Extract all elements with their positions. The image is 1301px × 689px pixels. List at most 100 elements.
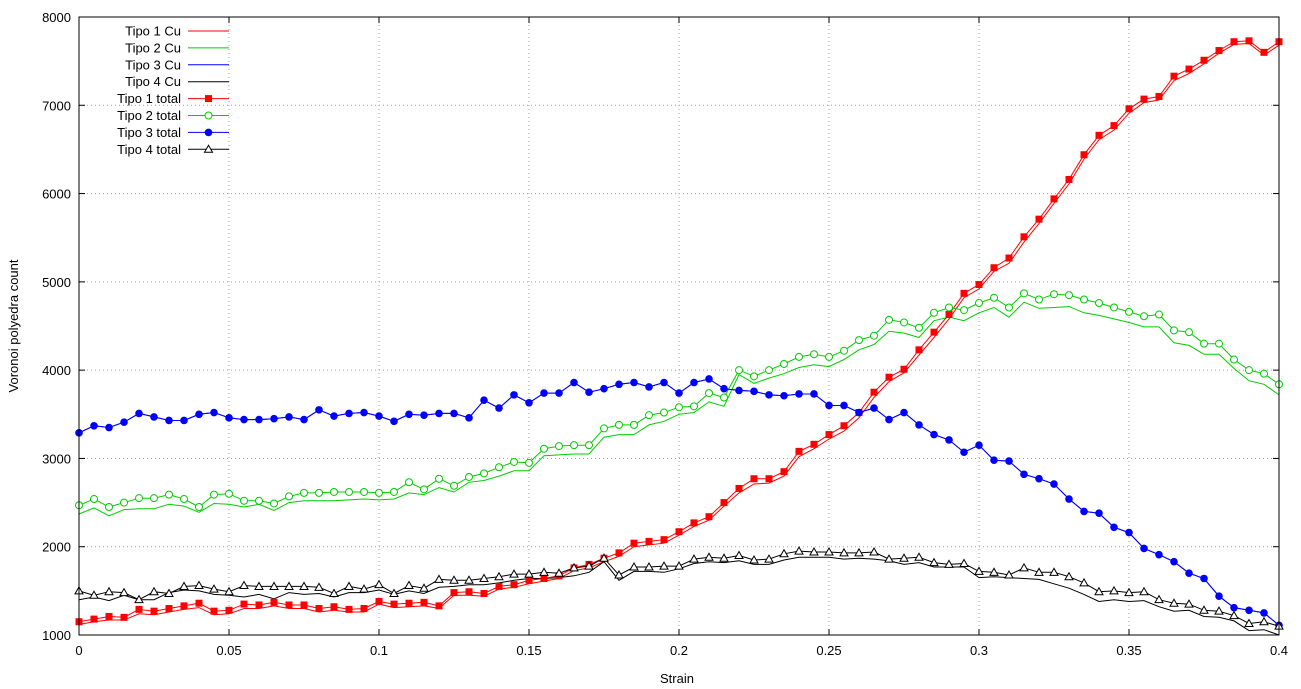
data-point-tipo-3-total	[1230, 603, 1238, 612]
data-point-tipo-4-total	[584, 561, 594, 570]
data-point-tipo-3-total	[885, 415, 893, 424]
data-point-tipo-1-total	[765, 475, 773, 483]
data-point-tipo-1-total	[1020, 233, 1028, 241]
data-point-tipo-4-total	[434, 574, 444, 583]
data-point-tipo-4-total	[554, 568, 564, 577]
data-point-tipo-3-total	[825, 401, 833, 410]
data-point-tipo-3-total	[1020, 470, 1028, 479]
data-point-tipo-1-total	[750, 475, 758, 483]
data-point-tipo-1-total	[810, 440, 818, 448]
data-point-tipo-4-total	[959, 558, 969, 567]
data-point-tipo-2-total	[1245, 366, 1253, 375]
data-point-tipo-3-total	[135, 409, 143, 418]
data-point-tipo-1-total	[525, 576, 533, 584]
data-point-tipo-2-total	[1260, 369, 1268, 378]
data-point-tipo-4-total	[494, 571, 504, 581]
legend-swatch-marker	[204, 128, 213, 137]
data-point-tipo-4-total	[374, 579, 384, 589]
x-tick-label: 0	[75, 643, 82, 658]
data-point-tipo-2-total	[495, 463, 503, 472]
data-point-tipo-4-total	[344, 581, 354, 590]
data-point-tipo-3-total	[285, 413, 293, 421]
x-tick-label: 0.15	[516, 643, 541, 658]
x-tick-label: 0.4	[1270, 643, 1288, 658]
data-point-tipo-1-total	[1185, 65, 1193, 73]
data-point-tipo-4-total	[1169, 598, 1179, 607]
plot-series	[74, 37, 1284, 636]
y-tick-label: 3000	[42, 451, 71, 466]
data-point-tipo-1-total	[825, 431, 833, 439]
data-point-tipo-3-total	[1035, 474, 1043, 483]
data-point-tipo-4-total	[719, 553, 729, 562]
data-point-tipo-1-total	[1245, 37, 1253, 45]
data-point-tipo-4-total	[794, 546, 804, 555]
data-point-tipo-4-total	[659, 561, 669, 570]
data-point-tipo-3-total	[150, 413, 158, 421]
legend-label: Tipo 4 total	[117, 142, 181, 157]
x-tick-label: 0.35	[1116, 643, 1141, 658]
data-point-tipo-2-total	[1155, 310, 1163, 319]
data-point-tipo-2-total	[390, 487, 398, 496]
data-point-tipo-1-total	[1215, 47, 1223, 55]
x-tick-label: 0.3	[970, 643, 988, 658]
data-point-tipo-2-total	[570, 441, 578, 450]
data-point-tipo-3-total	[390, 417, 398, 426]
data-point-tipo-4-total	[764, 554, 774, 563]
data-point-tipo-2-total	[1110, 303, 1118, 312]
data-point-tipo-2-total	[1185, 328, 1193, 337]
series-tipo-3-total	[75, 375, 1283, 630]
data-point-tipo-2-total	[360, 487, 368, 496]
data-point-tipo-2-total	[1215, 339, 1223, 348]
data-point-tipo-4-total	[329, 588, 339, 598]
data-point-tipo-2-total	[1080, 295, 1088, 304]
data-point-tipo-4-total	[1124, 587, 1134, 597]
data-point-tipo-2-total	[435, 474, 443, 483]
data-point-tipo-1-total	[315, 605, 323, 613]
data-point-tipo-2-total	[645, 411, 653, 420]
data-point-tipo-3-total	[960, 448, 968, 457]
data-point-tipo-2-total	[600, 424, 608, 433]
data-point-tipo-4-total	[1064, 571, 1074, 581]
data-point-tipo-1-total	[735, 484, 743, 492]
data-point-tipo-1-total	[345, 605, 353, 613]
data-point-tipo-3-total	[600, 384, 608, 393]
y-tick-label: 7000	[42, 98, 71, 113]
data-point-tipo-2-total	[960, 306, 968, 315]
data-point-tipo-2-total	[1095, 299, 1103, 308]
grid-lines	[79, 17, 1279, 635]
data-point-tipo-2-total	[375, 488, 383, 497]
data-point-tipo-1-total	[885, 373, 893, 381]
data-point-tipo-4-total	[839, 547, 849, 557]
data-point-tipo-2-total	[795, 352, 803, 361]
data-point-tipo-1-total	[150, 607, 158, 615]
data-point-tipo-1-total	[540, 574, 548, 582]
data-point-tipo-2-total	[210, 490, 218, 499]
data-point-tipo-2-total	[1035, 295, 1043, 304]
data-point-tipo-4-total	[779, 548, 789, 558]
data-point-tipo-3-total	[210, 408, 218, 417]
data-point-tipo-4-total	[449, 575, 459, 584]
data-point-tipo-2-total	[705, 389, 713, 398]
data-point-tipo-4-total	[404, 580, 414, 590]
data-point-tipo-4-total	[1259, 616, 1269, 626]
data-point-tipo-3-total	[585, 388, 593, 397]
data-point-tipo-1-total	[360, 605, 368, 613]
data-point-tipo-2-total	[585, 441, 593, 450]
axis-ticks: 0 0.05 0.1 0.15 0.2 0.25 0.3 0.35 0.4 1000 2000 300…	[42, 10, 1288, 658]
data-point-tipo-1-total	[930, 328, 938, 336]
data-point-tipo-1-total	[915, 346, 923, 354]
y-tick-label: 6000	[42, 187, 71, 202]
data-point-tipo-2-total	[765, 366, 773, 375]
data-point-tipo-3-total	[570, 378, 578, 387]
x-axis-label: Strain	[660, 671, 694, 686]
legend-label: Tipo 1 Cu	[125, 24, 181, 39]
data-point-tipo-2-total	[525, 458, 533, 467]
data-point-tipo-1-total	[660, 536, 668, 544]
data-point-tipo-1-total	[375, 597, 383, 605]
data-point-tipo-4-total	[1244, 618, 1254, 628]
data-point-tipo-3-total	[1050, 480, 1058, 488]
y-tick-label: 2000	[42, 540, 71, 555]
data-point-tipo-2-total	[990, 293, 998, 302]
data-point-tipo-2-total	[975, 299, 983, 308]
